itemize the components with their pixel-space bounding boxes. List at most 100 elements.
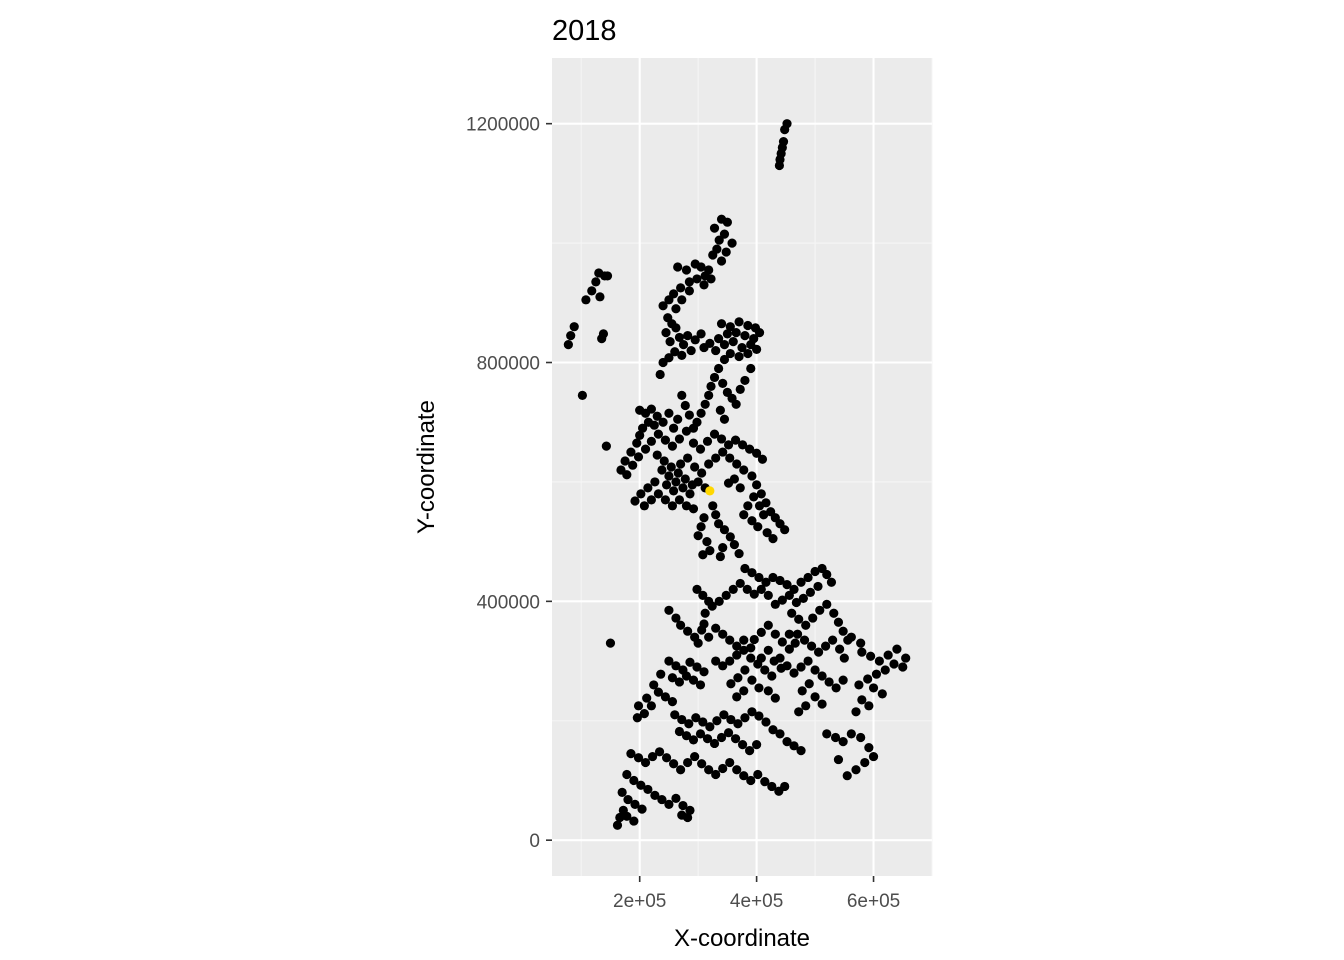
- data-point: [815, 605, 825, 615]
- data-point: [702, 537, 712, 547]
- data-point: [721, 247, 731, 257]
- data-point: [685, 805, 695, 815]
- data-point: [734, 317, 744, 327]
- data-point: [664, 799, 674, 809]
- data-point: [723, 440, 734, 450]
- data-point: [726, 714, 736, 725]
- data-point: [749, 492, 759, 502]
- data-point: [739, 686, 749, 696]
- data-point: [709, 372, 720, 383]
- data-point: [715, 551, 725, 562]
- data-point: [622, 769, 632, 780]
- data-point: [683, 757, 693, 768]
- data-points: [563, 119, 911, 830]
- data-point: [676, 459, 686, 469]
- data-point: [664, 471, 674, 481]
- data-point: [696, 522, 706, 532]
- data-point: [587, 286, 597, 296]
- data-point: [796, 746, 806, 756]
- data-point: [714, 519, 724, 529]
- data-point: [691, 713, 701, 723]
- data-point: [735, 578, 745, 589]
- data-point: [774, 160, 785, 171]
- data-point: [659, 456, 669, 466]
- data-point: [690, 751, 700, 762]
- data-point: [754, 711, 764, 721]
- data-point: [828, 635, 838, 645]
- data-point: [810, 692, 820, 702]
- data-point: [706, 274, 716, 284]
- data-point: [632, 713, 642, 723]
- data-point: [698, 550, 708, 560]
- data-point: [673, 468, 683, 478]
- data-point: [718, 629, 728, 639]
- data-point: [740, 713, 750, 723]
- data-point: [650, 477, 660, 487]
- data-point: [669, 423, 679, 433]
- data-point: [883, 650, 893, 660]
- data-point: [704, 459, 714, 469]
- data-point: [789, 668, 799, 678]
- data-point: [658, 301, 668, 311]
- data-point: [601, 441, 611, 451]
- data-point: [732, 650, 742, 660]
- data-point: [752, 448, 762, 458]
- data-point: [671, 661, 681, 671]
- data-point: [747, 675, 757, 685]
- data-point: [700, 608, 710, 618]
- data-point: [680, 474, 690, 484]
- data-point: [620, 456, 630, 466]
- data-point: [649, 420, 659, 430]
- data-point: [715, 405, 725, 415]
- data-point: [839, 653, 849, 663]
- data-point: [699, 513, 709, 523]
- data-point: [670, 710, 680, 720]
- data-point: [725, 453, 735, 463]
- highlight-point: [705, 486, 715, 496]
- data-point: [747, 707, 757, 717]
- data-point: [763, 686, 773, 696]
- data-point: [622, 470, 632, 480]
- data-point: [753, 659, 763, 669]
- data-point: [747, 568, 757, 578]
- data-point: [630, 496, 640, 506]
- data-point: [789, 741, 799, 751]
- data-point: [693, 638, 703, 648]
- data-point: [656, 669, 666, 679]
- data-point: [732, 692, 742, 702]
- data-point: [658, 357, 668, 368]
- data-point: [742, 584, 752, 595]
- data-point: [864, 743, 874, 753]
- data-point: [702, 734, 713, 744]
- data-point: [712, 716, 722, 726]
- data-point: [692, 662, 702, 672]
- data-point: [684, 719, 694, 729]
- data-point: [706, 381, 716, 391]
- data-point: [768, 572, 778, 583]
- data-point: [739, 645, 749, 655]
- data-point: [639, 501, 649, 511]
- data-point: [704, 390, 714, 400]
- data-point: [709, 429, 720, 439]
- data-point: [723, 478, 734, 488]
- data-point: [792, 629, 803, 639]
- major-gridlines: [552, 58, 932, 876]
- data-point: [739, 465, 749, 475]
- data-point: [804, 679, 814, 689]
- data-point: [842, 771, 852, 781]
- data-point: [678, 483, 688, 493]
- data-point: [889, 659, 899, 669]
- data-point: [863, 674, 873, 684]
- data-point: [677, 714, 687, 725]
- data-point: [711, 453, 721, 463]
- data-point: [868, 683, 879, 693]
- data-point: [704, 632, 714, 642]
- data-point: [700, 399, 710, 409]
- data-point: [871, 669, 882, 679]
- data-point: [677, 390, 687, 400]
- data-point: [671, 793, 681, 803]
- data-point: [754, 683, 764, 693]
- data-point: [835, 644, 845, 654]
- data-point: [633, 753, 644, 763]
- data-point: [635, 430, 645, 440]
